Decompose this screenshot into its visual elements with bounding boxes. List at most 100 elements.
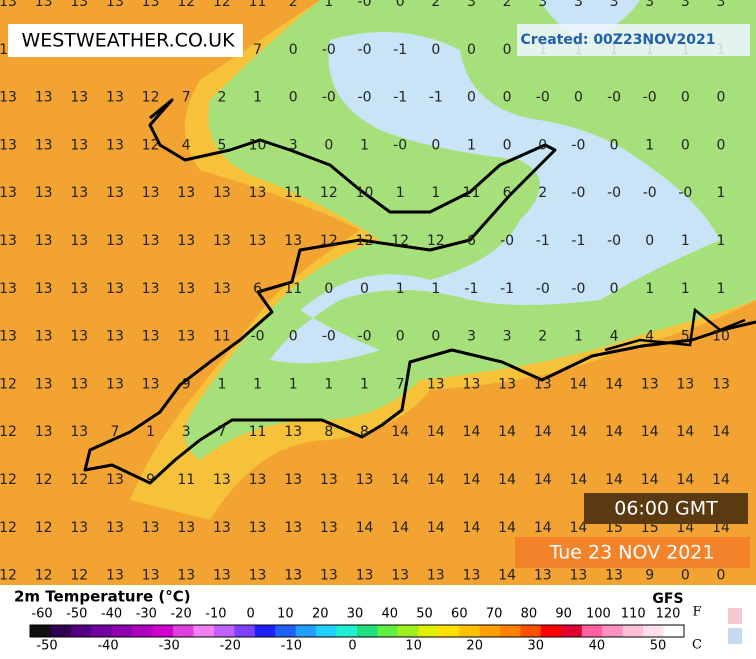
- grid-value: 13: [142, 0, 160, 10]
- grid-value: 7: [110, 424, 119, 440]
- grid-value: 3: [538, 0, 547, 10]
- grid-value: 1: [645, 281, 654, 297]
- grid-value: 13: [70, 233, 88, 249]
- grid-value: 13: [284, 233, 302, 249]
- grid-value: -1: [500, 281, 514, 297]
- grid-value: -0: [251, 329, 265, 345]
- grid-value: 2: [503, 0, 512, 10]
- grid-value: 13: [605, 568, 623, 584]
- grid-value: 0: [681, 137, 690, 153]
- grid-value: 13: [463, 568, 481, 584]
- grid-value: 13: [35, 185, 53, 201]
- grid-value: 12: [213, 0, 231, 10]
- grid-value: 14: [427, 520, 445, 536]
- grid-value: 12: [0, 520, 17, 536]
- grid-value: 13: [70, 185, 88, 201]
- grid-value: 1: [431, 281, 440, 297]
- grid-value: 13: [427, 376, 445, 392]
- grid-value: 3: [681, 0, 690, 10]
- grid-value: 14: [712, 424, 730, 440]
- f-swatch: [728, 608, 742, 624]
- time: 06:00 GMT: [614, 498, 718, 520]
- grid-value: 4: [182, 137, 191, 153]
- grid-value: 13: [676, 376, 694, 392]
- grid-value: 13: [284, 424, 302, 440]
- grid-value: 1: [289, 376, 298, 392]
- grid-value: 9: [146, 472, 155, 488]
- c-label: -50: [36, 639, 57, 654]
- grid-value: 3: [645, 0, 654, 10]
- grid-value: -1: [393, 42, 407, 58]
- grid-value: 13: [213, 472, 231, 488]
- grid-value: 11: [177, 472, 195, 488]
- colorbar-swatch: [91, 625, 113, 637]
- grid-value: 13: [534, 568, 552, 584]
- grid-value: -1: [393, 90, 407, 106]
- grid-value: 3: [467, 0, 476, 10]
- colorbar-swatch: [540, 625, 562, 637]
- grid-value: 13: [498, 376, 516, 392]
- f-label: 80: [521, 607, 538, 622]
- colorbar-swatch: [193, 625, 215, 637]
- grid-value: 13: [0, 137, 17, 153]
- grid-value: 8: [324, 424, 333, 440]
- grid-value: 1: [717, 185, 726, 201]
- grid-value: 13: [35, 137, 53, 153]
- grid-value: 12: [35, 568, 53, 584]
- grid-value: 7: [217, 424, 226, 440]
- grid-value: 13: [70, 281, 88, 297]
- grid-value: 13: [142, 568, 160, 584]
- grid-value: 6: [503, 185, 512, 201]
- grid-value: 14: [605, 472, 623, 488]
- grid-value: -0: [536, 281, 550, 297]
- colorbar-swatch: [622, 625, 644, 637]
- f-label: 10: [277, 607, 294, 622]
- grid-value: 5: [217, 137, 226, 153]
- grid-value: 9: [182, 376, 191, 392]
- grid-value: 1: [574, 329, 583, 345]
- grid-value: 0: [324, 281, 333, 297]
- c-label: -20: [220, 639, 241, 654]
- coastline: [604, 307, 746, 352]
- colorbar-swatch: [50, 625, 72, 637]
- grid-value: 1: [253, 376, 262, 392]
- logo-box: [8, 24, 243, 57]
- c-unit: C: [692, 638, 702, 653]
- f-label: -10: [205, 607, 226, 622]
- colorbar-swatch: [316, 625, 338, 637]
- grid-value: 4: [610, 329, 619, 345]
- c-label: 30: [528, 639, 545, 654]
- grid-value: 12: [177, 0, 195, 10]
- grid-value: 13: [70, 0, 88, 10]
- grid-value: 14: [569, 424, 587, 440]
- grid-value: 0: [396, 0, 405, 10]
- date: Tue 23 NOV 2021: [549, 542, 715, 564]
- c-label: 10: [405, 639, 422, 654]
- grid-value: 13: [284, 568, 302, 584]
- grid-value: 14: [498, 424, 516, 440]
- grid-value: 13: [213, 568, 231, 584]
- grid-value: 13: [356, 568, 374, 584]
- grid-value: 13: [106, 233, 124, 249]
- f-label: 60: [451, 607, 468, 622]
- grid-value: 13: [70, 424, 88, 440]
- grid-value: 0: [289, 329, 298, 345]
- cold-region: [540, 0, 640, 40]
- grid-value: 13: [35, 376, 53, 392]
- grid-value: 12: [320, 185, 338, 201]
- colorbar-swatch: [602, 625, 624, 637]
- grid-value: 1: [396, 185, 405, 201]
- grid-value: 14: [391, 472, 409, 488]
- grid-value: 0: [717, 568, 726, 584]
- grid-value: 13: [0, 233, 17, 249]
- colorbar-swatch: [479, 625, 501, 637]
- grid-value: 0: [431, 42, 440, 58]
- grid-value: 7: [182, 90, 191, 106]
- f-label: -30: [136, 607, 157, 622]
- grid-value: 13: [0, 90, 17, 106]
- colorbar-swatch: [111, 625, 133, 637]
- grid-value: 13: [177, 568, 195, 584]
- grid-value: 13: [142, 281, 160, 297]
- grid-value: 13: [249, 233, 267, 249]
- grid-value: 14: [641, 424, 659, 440]
